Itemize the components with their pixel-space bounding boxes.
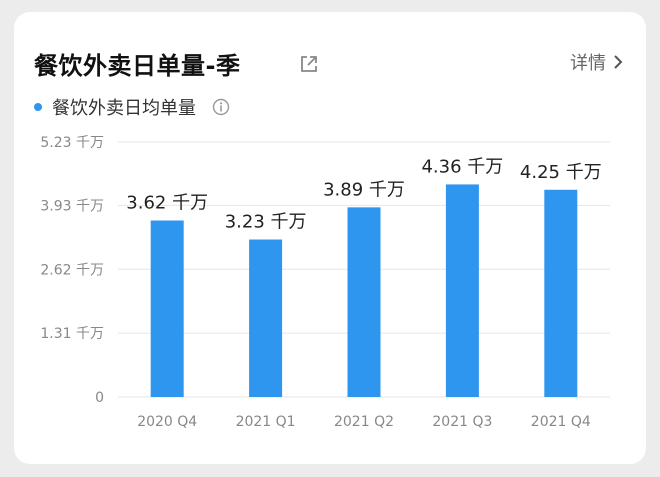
- data-label: 4.36 千万: [421, 156, 503, 177]
- data-label: 3.23 千万: [225, 212, 307, 233]
- external-link-icon[interactable]: [298, 53, 320, 75]
- chart-card: 餐饮外卖日单量-季 详情 餐饮外卖日均单量: [14, 12, 646, 464]
- bar: [249, 239, 283, 397]
- legend: 餐饮外卖日均单量: [34, 94, 230, 120]
- detail-link[interactable]: 详情: [570, 49, 624, 75]
- y-tick-label: 2.62 千万: [40, 262, 104, 278]
- detail-label: 详情: [570, 53, 606, 74]
- bar: [347, 207, 381, 397]
- bar: [544, 189, 578, 397]
- y-tick-label: 1.31 千万: [40, 326, 104, 342]
- x-tick-label: 2021 Q2: [334, 414, 394, 430]
- bar: [150, 220, 184, 397]
- chevron-right-icon: [614, 55, 623, 69]
- bar: [445, 184, 479, 397]
- data-label: 3.62 千万: [126, 192, 208, 213]
- legend-label: 餐饮外卖日均单量: [52, 98, 196, 119]
- y-tick-label: 5.23 千万: [40, 135, 104, 151]
- x-tick-label: 2021 Q1: [236, 414, 296, 430]
- y-tick-label: 3.93 千万: [40, 198, 104, 214]
- data-label: 3.89 千万: [323, 179, 405, 200]
- chart-title: 餐饮外卖日单量-季: [34, 52, 241, 80]
- x-tick-label: 2021 Q3: [432, 414, 492, 430]
- x-tick-label: 2020 Q4: [137, 414, 197, 430]
- x-tick-label: 2021 Q4: [531, 414, 591, 430]
- y-tick-label: 0: [95, 390, 104, 406]
- data-label: 4.25 千万: [520, 162, 602, 183]
- legend-marker: [34, 103, 42, 111]
- info-icon[interactable]: [212, 98, 230, 116]
